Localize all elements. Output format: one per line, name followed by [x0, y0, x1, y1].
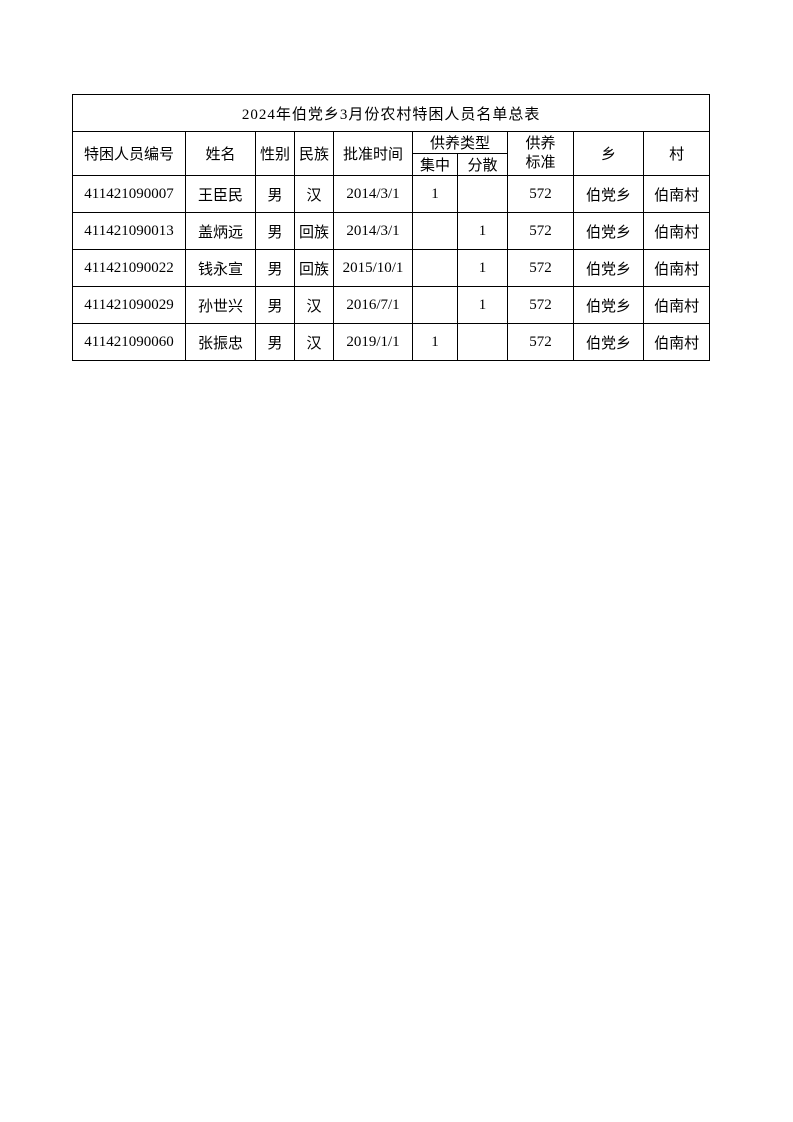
cell-village: 伯南村 — [642, 323, 711, 361]
cell-ethnicity: 回族 — [294, 249, 334, 287]
cell-centralized: 1 — [412, 175, 458, 213]
cell-approval-date: 2015/10/1 — [333, 249, 413, 287]
cell-support-standard: 572 — [507, 286, 574, 324]
table-row: 411421090060 张振忠 男 汉 2019/1/1 1 572 伯党乡 … — [72, 323, 711, 361]
table-row: 411421090013 盖炳远 男 回族 2014/3/1 1 572 伯党乡… — [72, 212, 711, 250]
col-header-name: 姓名 — [185, 131, 256, 176]
cell-support-standard: 572 — [507, 212, 574, 250]
col-header-ethnicity: 民族 — [294, 131, 334, 176]
cell-centralized — [412, 286, 458, 324]
cell-support-standard: 572 — [507, 249, 574, 287]
cell-township: 伯党乡 — [573, 249, 644, 287]
cell-gender: 男 — [255, 323, 295, 361]
cell-name: 盖炳远 — [185, 212, 256, 250]
cell-person-id: 411421090007 — [72, 175, 186, 213]
cell-township: 伯党乡 — [573, 212, 644, 250]
cell-approval-date: 2014/3/1 — [333, 175, 413, 213]
cell-person-id: 411421090022 — [72, 249, 186, 287]
table-row: 411421090022 钱永宣 男 回族 2015/10/1 1 572 伯党… — [72, 249, 711, 287]
cell-dispersed: 1 — [457, 212, 508, 250]
cell-village: 伯南村 — [642, 249, 711, 287]
cell-support-standard: 572 — [507, 175, 574, 213]
cell-township: 伯党乡 — [573, 175, 644, 213]
cell-approval-date: 2019/1/1 — [333, 323, 413, 361]
cell-person-id: 411421090029 — [72, 286, 186, 324]
cell-centralized — [412, 212, 458, 250]
cell-name: 孙世兴 — [185, 286, 256, 324]
col-header-person-id: 特困人员编号 — [72, 131, 186, 176]
cell-township: 伯党乡 — [573, 286, 644, 324]
col-header-village: 村 — [642, 131, 711, 176]
poverty-list-table: 2024年伯党乡3月份农村特困人员名单总表 特困人员编号 姓名 性别 民族 批准… — [71, 94, 711, 361]
cell-approval-date: 2014/3/1 — [333, 212, 413, 250]
cell-ethnicity: 回族 — [294, 212, 334, 250]
cell-gender: 男 — [255, 286, 295, 324]
cell-support-standard: 572 — [507, 323, 574, 361]
cell-centralized: 1 — [412, 323, 458, 361]
cell-name: 钱永宣 — [185, 249, 256, 287]
cell-person-id: 411421090060 — [72, 323, 186, 361]
table-title: 2024年伯党乡3月份农村特困人员名单总表 — [71, 94, 711, 132]
cell-ethnicity: 汉 — [294, 175, 334, 213]
cell-approval-date: 2016/7/1 — [333, 286, 413, 324]
cell-village: 伯南村 — [642, 212, 711, 250]
cell-village: 伯南村 — [642, 175, 711, 213]
cell-dispersed — [457, 323, 508, 361]
col-header-approval-date: 批准时间 — [333, 131, 413, 176]
cell-ethnicity: 汉 — [294, 286, 334, 324]
cell-gender: 男 — [255, 249, 295, 287]
cell-gender: 男 — [255, 212, 295, 250]
col-header-township: 乡 — [573, 131, 644, 176]
support-standard-label: 供养标准 — [525, 135, 556, 171]
col-header-support-type: 供养类型 — [412, 131, 508, 154]
cell-gender: 男 — [255, 175, 295, 213]
cell-ethnicity: 汉 — [294, 323, 334, 361]
cell-person-id: 411421090013 — [72, 212, 186, 250]
col-header-centralized: 集中 — [412, 153, 458, 176]
cell-dispersed: 1 — [457, 249, 508, 287]
cell-township: 伯党乡 — [573, 323, 644, 361]
col-header-gender: 性别 — [255, 131, 295, 176]
col-header-support-standard: 供养标准 — [507, 131, 574, 176]
header-row-top: 特困人员编号 姓名 性别 民族 批准时间 供养类型 供养标准 乡 村 — [72, 131, 711, 176]
cell-name: 张振忠 — [185, 323, 256, 361]
cell-village: 伯南村 — [642, 286, 711, 324]
table-row: 411421090029 孙世兴 男 汉 2016/7/1 1 572 伯党乡 … — [72, 286, 711, 324]
cell-dispersed: 1 — [457, 286, 508, 324]
cell-name: 王臣民 — [185, 175, 256, 213]
cell-centralized — [412, 249, 458, 287]
col-header-dispersed: 分散 — [457, 153, 508, 176]
title-row: 2024年伯党乡3月份农村特困人员名单总表 — [71, 94, 711, 132]
cell-dispersed — [457, 175, 508, 213]
table-row: 411421090007 王臣民 男 汉 2014/3/1 1 572 伯党乡 … — [72, 175, 711, 213]
